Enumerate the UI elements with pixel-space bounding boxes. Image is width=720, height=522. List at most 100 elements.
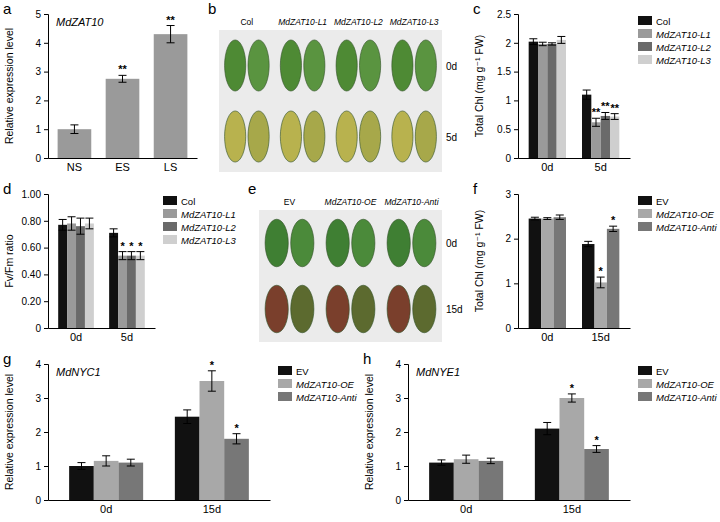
error-bar xyxy=(437,460,445,465)
error-bar xyxy=(487,458,495,463)
bar xyxy=(94,461,119,500)
figure: a012345NSESLS****MdZAT10Relative express… xyxy=(0,0,720,522)
error-stem xyxy=(106,456,107,466)
leaf xyxy=(359,40,380,91)
bar xyxy=(557,40,566,158)
column-label: EV xyxy=(284,197,296,207)
tick-mark xyxy=(404,500,408,501)
tick-label: 0.60 xyxy=(22,242,42,253)
y-tick: 3 xyxy=(395,393,408,404)
tick-label: 15d xyxy=(203,503,221,515)
bar xyxy=(85,223,94,328)
x-axis: 0d5d xyxy=(519,158,631,173)
panel-label: a xyxy=(3,0,12,17)
tick-mark xyxy=(44,43,48,44)
error-stem xyxy=(490,458,491,463)
error-stem xyxy=(596,118,597,126)
error-bar xyxy=(110,229,118,237)
y-axis: 0123 xyxy=(505,189,518,334)
y-tick: 2 xyxy=(505,233,518,244)
significance: ** xyxy=(118,63,127,75)
legend-item: Col xyxy=(163,196,195,207)
error-cap xyxy=(59,230,67,231)
y-tick: 4 xyxy=(35,38,48,49)
error-cap xyxy=(119,82,127,83)
tick-label: 1 xyxy=(35,461,41,472)
marks xyxy=(529,36,620,158)
bar xyxy=(76,226,85,328)
panel-label: f xyxy=(473,180,478,197)
axis-line xyxy=(44,195,49,329)
leaf xyxy=(265,219,288,267)
y-axis: 00.200.400.600.801.00 xyxy=(22,189,49,334)
error-bar xyxy=(529,39,537,45)
error-cap xyxy=(543,434,551,435)
axis-line xyxy=(49,500,271,501)
leaf xyxy=(352,219,375,267)
error-cap xyxy=(543,217,551,218)
error-stem xyxy=(559,215,560,219)
bar xyxy=(538,44,547,158)
leaf xyxy=(280,111,301,162)
legend-item: MdZAT10-L2 xyxy=(163,222,236,233)
legend: EVMdZAT10-OEMdZAT10-Anti xyxy=(638,196,717,233)
plot-area: 012340d15d**MdNYE1EVMdZAT10-OEMdZAT10-An… xyxy=(395,359,717,515)
panel-label: b xyxy=(208,0,216,17)
legend-item: MdZAT10-OE xyxy=(638,209,715,220)
bar xyxy=(175,417,200,500)
y-axis: 00.511.522.5 xyxy=(497,9,518,164)
error-cap xyxy=(583,99,591,100)
tick-label: 0.40 xyxy=(22,269,42,280)
error-cap xyxy=(102,455,110,456)
error-stem xyxy=(586,90,587,99)
leaf xyxy=(336,40,357,91)
x-axis: 0d5d xyxy=(49,328,156,343)
error-bar xyxy=(531,217,539,220)
panel: a012345NSESLS****MdZAT10Relative express… xyxy=(3,0,198,173)
y-axis-title: Relative expression level xyxy=(3,28,15,144)
tick-label: 1.5 xyxy=(497,66,511,77)
tick-label: ES xyxy=(115,161,130,173)
y-tick: 4 xyxy=(395,359,408,370)
leaf xyxy=(326,285,349,333)
tick-label: 3 xyxy=(395,393,401,404)
legend-swatch xyxy=(638,55,652,64)
bar xyxy=(529,219,541,328)
y-tick: 3 xyxy=(35,393,48,404)
marks xyxy=(69,371,249,500)
error-cap xyxy=(77,469,85,470)
tick-mark xyxy=(44,129,48,130)
axis-line xyxy=(44,15,49,159)
labels: **** xyxy=(118,14,175,76)
error-stem xyxy=(131,252,132,260)
panel: f01230d15d**EVMdZAT10-OEMdZAT10-AntiTota… xyxy=(473,180,717,343)
y-tick: 4 xyxy=(35,359,48,370)
legend: EVMdZAT10-OEMdZAT10-Anti xyxy=(638,366,717,403)
tick-label: 1 xyxy=(505,95,511,106)
legend-swatch xyxy=(638,16,652,25)
tick-mark xyxy=(514,129,518,130)
error-cap xyxy=(437,465,445,466)
error-cap xyxy=(548,42,556,43)
legend-swatch xyxy=(163,222,177,231)
legend-label: Col xyxy=(656,16,670,27)
marks xyxy=(58,26,188,158)
significance: * xyxy=(138,240,143,252)
tick-label: 0d xyxy=(100,503,112,515)
panel-label: c xyxy=(473,0,481,17)
bar xyxy=(601,116,610,158)
tick-mark xyxy=(514,194,518,195)
leaf xyxy=(352,285,375,333)
legend-swatch xyxy=(638,379,652,388)
y-tick: 1 xyxy=(505,278,518,289)
leaf xyxy=(304,40,325,91)
error-bar xyxy=(68,217,76,230)
tick-mark xyxy=(44,432,48,433)
error-stem xyxy=(533,39,534,45)
panel-label: g xyxy=(3,350,11,367)
x-axis: 0d15d xyxy=(409,500,631,515)
tick-mark xyxy=(514,239,518,240)
legend-swatch xyxy=(278,392,292,401)
column-label: MdZAT10-L1 xyxy=(278,17,327,27)
significance: * xyxy=(570,382,575,394)
